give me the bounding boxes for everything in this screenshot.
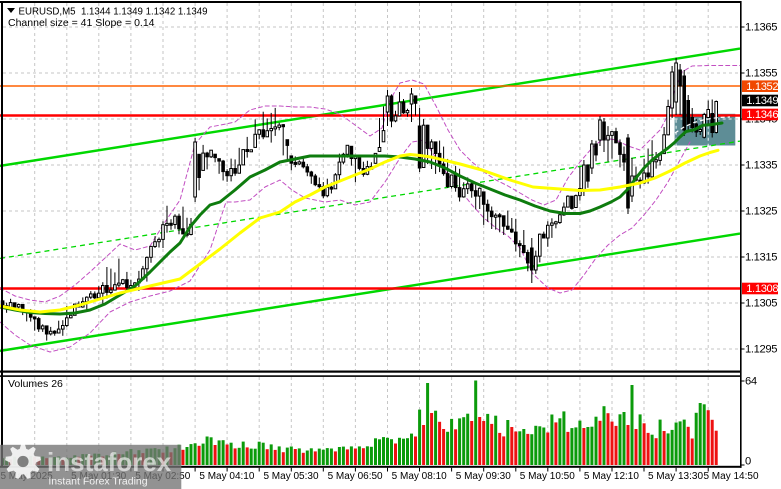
svg-text:5 May 05:30: 5 May 05:30 bbox=[263, 471, 318, 482]
svg-text:5 May 06:50: 5 May 06:50 bbox=[328, 471, 383, 482]
svg-text:1.1315: 1.1315 bbox=[745, 252, 777, 264]
svg-text:1.1349: 1.1349 bbox=[746, 95, 778, 107]
svg-text:EURUSD,M5 1.1344 1.1349 1.134: EURUSD,M5 1.1344 1.1349 1.1342 1.1349 bbox=[19, 7, 208, 18]
svg-text:5 May 14:50: 5 May 14:50 bbox=[703, 471, 758, 482]
svg-text:instaforex: instaforex bbox=[47, 447, 172, 477]
svg-text:Volumes 26: Volumes 26 bbox=[8, 378, 63, 390]
svg-text:5 May 13:30: 5 May 13:30 bbox=[648, 471, 703, 482]
svg-text:5 May 04:10: 5 May 04:10 bbox=[199, 471, 254, 482]
svg-text:64: 64 bbox=[745, 376, 757, 388]
svg-text:1.1346: 1.1346 bbox=[746, 109, 778, 121]
svg-text:5 May 08:10: 5 May 08:10 bbox=[392, 471, 447, 482]
svg-text:5 May 09:30: 5 May 09:30 bbox=[456, 471, 511, 482]
svg-text:1.1295: 1.1295 bbox=[745, 344, 777, 356]
svg-text:1.1308: 1.1308 bbox=[746, 283, 778, 295]
svg-text:1.1365: 1.1365 bbox=[745, 22, 777, 34]
svg-text:1.1325: 1.1325 bbox=[745, 206, 777, 218]
svg-text:1.1335: 1.1335 bbox=[745, 160, 777, 172]
svg-text:Channel size = 41 Slope = 0.14: Channel size = 41 Slope = 0.14 bbox=[8, 17, 155, 29]
svg-text:0: 0 bbox=[745, 456, 751, 468]
svg-text:1.1355: 1.1355 bbox=[745, 68, 777, 80]
svg-text:5 May 10:50: 5 May 10:50 bbox=[520, 471, 575, 482]
svg-text:5 May 12:10: 5 May 12:10 bbox=[584, 471, 639, 482]
svg-text:1.1352: 1.1352 bbox=[746, 81, 778, 93]
svg-text:Instant Forex Trading: Instant Forex Trading bbox=[48, 476, 147, 488]
svg-text:1.1305: 1.1305 bbox=[745, 298, 777, 310]
